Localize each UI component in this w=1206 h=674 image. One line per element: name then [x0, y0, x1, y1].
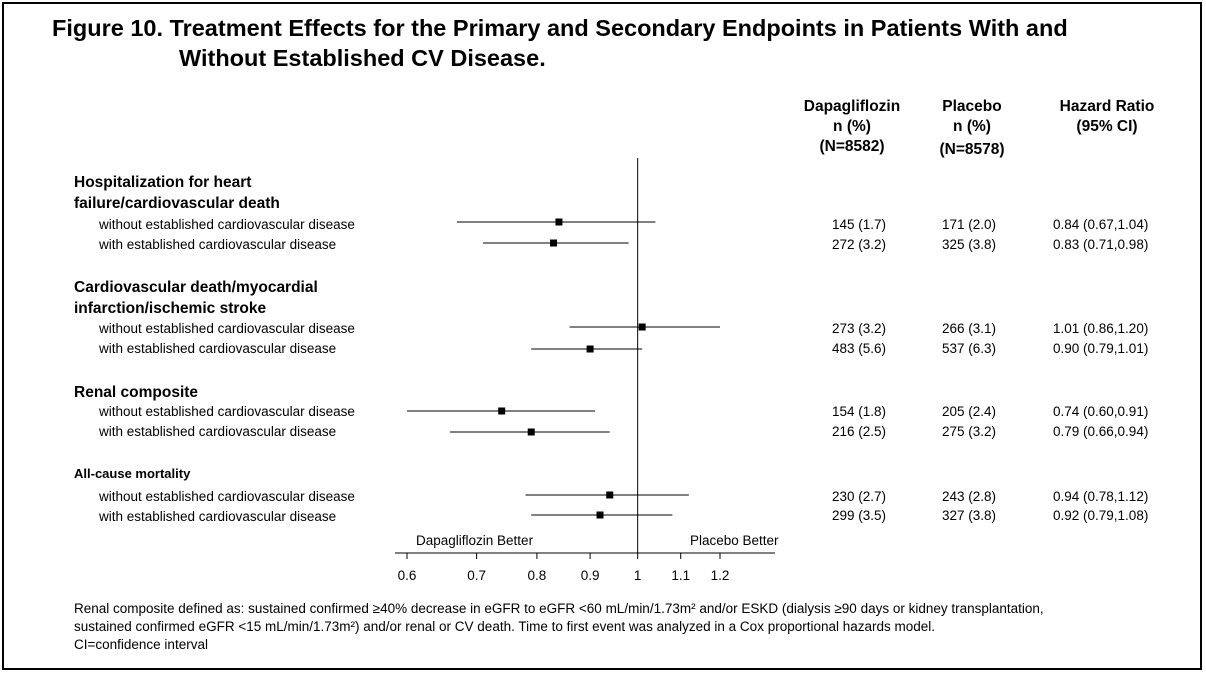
row-label: with established cardiovascular disease [99, 424, 337, 439]
row-label: without established cardiovascular disea… [99, 321, 355, 336]
dapa-header-line: (N=8582) [819, 138, 885, 155]
hazard-ratio-point [606, 491, 614, 499]
x-tick-label: 0.9 [581, 568, 600, 583]
x-tick-label: 0.6 [398, 568, 417, 583]
footnote-line: CI=confidence interval [74, 637, 208, 652]
hazard-ratio-column-header: Hazard Ratio (95% CI) [1050, 97, 1164, 137]
placebo-column-header: Placebo n (%) (N=8578) [922, 97, 1022, 160]
hazard-ratio-value: 0.74 (0.60,0.91) [1053, 404, 1149, 419]
dapa-header-line: n (%) [833, 118, 871, 135]
dapa-value: 230 (2.7) [831, 489, 886, 504]
hazard-ratio-point [550, 239, 558, 247]
group-title-line: Cardiovascular death/myocardial [74, 279, 318, 296]
hazard-ratio-value: 0.92 (0.79,1.08) [1053, 508, 1149, 523]
x-tick-label: 0.7 [467, 568, 486, 583]
hazard-ratio-value: 0.83 (0.71,0.98) [1053, 237, 1149, 252]
hazard-ratio-value: 0.79 (0.66,0.94) [1053, 424, 1149, 439]
row-label: without established cardiovascular disea… [99, 489, 355, 504]
footnote-line: Renal composite defined as: sustained co… [74, 601, 1044, 616]
hazard-ratio-point [596, 511, 604, 519]
x-tick-label: 0.8 [528, 568, 547, 583]
group-title-line: failure/cardiovascular death [74, 195, 280, 212]
group-title-line: infarction/ischemic stroke [74, 300, 267, 317]
dapa-value: 216 (2.5) [831, 424, 886, 439]
dapagliflozin-better-label: Dapagliflozin Better [416, 533, 534, 548]
placebo-value: 171 (2.0) [941, 217, 996, 232]
hazard-ratio-value: 0.90 (0.79,1.01) [1053, 341, 1149, 356]
dapa-value: 483 (5.6) [831, 341, 886, 356]
figure-title-line-1: Figure 10. Treatment Effects for the Pri… [52, 15, 1068, 41]
group-title-mace: Cardiovascular death/myocardial infarcti… [74, 277, 318, 319]
placebo-header-line: Placebo [942, 98, 1002, 115]
dapa-value: 273 (3.2) [831, 321, 886, 336]
row-label: with established cardiovascular disease [99, 509, 337, 524]
dapa-value: 145 (1.7) [831, 217, 886, 232]
group-title-line: All-cause mortality [74, 466, 191, 481]
dapa-value: 272 (3.2) [831, 237, 886, 252]
placebo-better-label: Placebo Better [690, 533, 779, 548]
placebo-value: 266 (3.1) [941, 321, 996, 336]
hazard-ratio-value: 0.84 (0.67,1.04) [1053, 217, 1149, 232]
x-axis-ticks: 0.6 0.7 0.8 0.9 1 1.1 1.2 [398, 553, 730, 583]
placebo-value: 275 (3.2) [941, 424, 996, 439]
hazard-ratio-value: 1.01 (0.86,1.20) [1053, 321, 1149, 336]
hr-header-line: (95% CI) [1076, 118, 1138, 135]
group-title-all-cause-mortality: All-cause mortality [74, 463, 190, 484]
row-label: without established cardiovascular disea… [99, 217, 355, 232]
hazard-ratio-value: 0.94 (0.78,1.12) [1053, 489, 1149, 504]
dapa-header-line: Dapagliflozin [803, 98, 901, 115]
x-tick-label: 1 [634, 568, 642, 583]
hazard-ratio-point [527, 428, 535, 436]
group-title-hf-cv-death: Hospitalization for heart failure/cardio… [74, 172, 280, 214]
dapa-value: 299 (3.5) [831, 508, 886, 523]
row-label: without established cardiovascular disea… [99, 404, 355, 419]
placebo-value: 537 (6.3) [941, 341, 996, 356]
group-title-renal-composite: Renal composite [74, 382, 198, 403]
group-title-line: Renal composite [74, 384, 199, 401]
footnote: Renal composite defined as: sustained co… [74, 600, 1184, 654]
hazard-ratio-point [555, 218, 563, 226]
forest-marks [407, 218, 720, 519]
hazard-ratio-point [638, 323, 646, 331]
placebo-value: 243 (2.8) [941, 489, 996, 504]
row-label: with established cardiovascular disease [99, 341, 337, 356]
hazard-ratio-point [586, 345, 594, 353]
placebo-header-line: (N=8578) [939, 141, 1005, 158]
dapagliflozin-column-header: Dapagliflozin n (%) (N=8582) [798, 97, 906, 157]
group-title-line: Hospitalization for heart [74, 174, 252, 191]
dapa-value: 154 (1.8) [831, 404, 886, 419]
hazard-ratio-point [498, 407, 506, 415]
x-tick-label: 1.1 [671, 568, 690, 583]
placebo-value: 205 (2.4) [941, 404, 996, 419]
hr-header-line: Hazard Ratio [1059, 98, 1155, 115]
row-label: with established cardiovascular disease [99, 237, 337, 252]
footnote-line: sustained confirmed eGFR <15 mL/min/1.73… [74, 619, 936, 634]
placebo-value: 327 (3.8) [941, 508, 996, 523]
figure-title-line-2: Without Established CV Disease. [179, 45, 546, 71]
x-tick-label: 1.2 [711, 568, 730, 583]
placebo-header-line: n (%) [953, 118, 991, 135]
placebo-value: 325 (3.8) [941, 237, 996, 252]
